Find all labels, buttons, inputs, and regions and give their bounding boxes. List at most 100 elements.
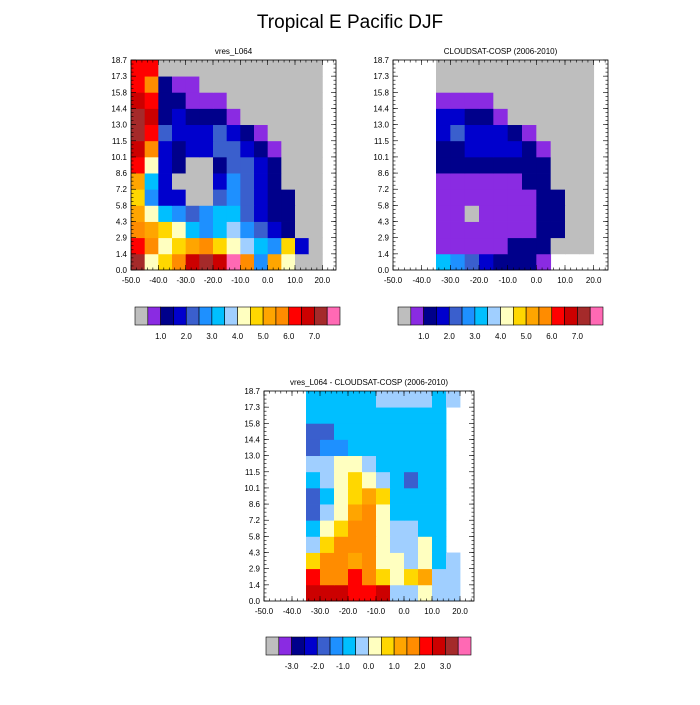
heatmap-cell bbox=[334, 407, 349, 424]
y-tick-label: 18.7 bbox=[373, 56, 389, 65]
heatmap-cell bbox=[464, 124, 480, 142]
heatmap-cell bbox=[362, 471, 377, 489]
heatmap-cell bbox=[226, 189, 241, 206]
heatmap-cell bbox=[158, 221, 173, 239]
x-tick-label: -10.0 bbox=[231, 276, 250, 285]
colorbar-swatch bbox=[314, 306, 328, 326]
heatmap-cell bbox=[493, 124, 509, 142]
heatmap-cell bbox=[240, 253, 255, 271]
heatmap-cell bbox=[306, 504, 321, 521]
heatmap-cell bbox=[418, 504, 433, 521]
x-tick-label: 10.0 bbox=[557, 276, 573, 285]
heatmap-cell bbox=[281, 108, 296, 126]
heatmap-cell bbox=[199, 140, 214, 158]
heatmap-cell bbox=[306, 552, 321, 570]
heatmap-cell bbox=[450, 60, 466, 77]
colorbar-swatch bbox=[381, 636, 395, 656]
heatmap-cell bbox=[254, 156, 269, 174]
colorbar-label: 0.0 bbox=[363, 662, 375, 671]
heatmap-cell bbox=[295, 189, 310, 206]
heatmap-cell bbox=[418, 520, 433, 537]
heatmap-cell bbox=[479, 124, 494, 142]
heatmap-cell bbox=[267, 253, 282, 271]
y-tick-label: 1.4 bbox=[378, 250, 390, 259]
heatmap-cell bbox=[308, 205, 323, 222]
heatmap-cell bbox=[390, 568, 405, 586]
heatmap-cell bbox=[450, 221, 466, 239]
heatmap-cell bbox=[450, 108, 466, 126]
heatmap-cell bbox=[199, 205, 214, 222]
heatmap-cell bbox=[479, 92, 494, 109]
heatmap-cell bbox=[306, 391, 321, 408]
x-tick-label: 20.0 bbox=[452, 607, 468, 616]
heatmap-cell bbox=[404, 439, 419, 457]
x-tick-label: 20.0 bbox=[586, 276, 602, 285]
heatmap-cell bbox=[450, 156, 466, 174]
heatmap-cell bbox=[213, 140, 228, 158]
colorbar-swatch bbox=[393, 636, 408, 656]
heatmap-cell bbox=[306, 536, 321, 553]
heatmap-cell bbox=[158, 108, 173, 126]
panel-title-model: vres_L064 bbox=[215, 47, 253, 56]
heatmap-cell bbox=[579, 189, 595, 206]
colorbar-label: 4.0 bbox=[232, 332, 244, 341]
heatmap-cell bbox=[172, 253, 187, 271]
heatmap-cell bbox=[306, 584, 321, 602]
colorbar-swatch bbox=[538, 306, 553, 326]
heatmap-cell bbox=[362, 423, 377, 440]
heatmap-cell bbox=[172, 221, 187, 239]
heatmap-cell bbox=[295, 60, 310, 77]
heatmap-cell bbox=[390, 584, 405, 602]
colorbar-label: 1.0 bbox=[389, 662, 401, 671]
heatmap-cell bbox=[240, 189, 255, 206]
heatmap-cell bbox=[418, 439, 433, 457]
colorbar-swatch bbox=[500, 306, 514, 326]
heatmap-cell bbox=[550, 124, 566, 142]
heatmap-cell bbox=[536, 140, 552, 158]
heatmap-cell bbox=[131, 140, 146, 158]
heatmap-cell bbox=[254, 221, 269, 239]
y-tick-label: 8.6 bbox=[378, 169, 390, 178]
heatmap-cell bbox=[348, 520, 363, 537]
heatmap-cell bbox=[348, 552, 363, 570]
heatmap-cell bbox=[240, 237, 255, 255]
heatmap-cell bbox=[450, 189, 466, 206]
y-tick-label: 0.0 bbox=[378, 266, 390, 275]
heatmap-cell bbox=[295, 173, 310, 190]
heatmap-cell bbox=[376, 423, 391, 440]
colorbar-swatch bbox=[410, 306, 424, 326]
heatmap-cell bbox=[507, 92, 523, 109]
heatmap-cell bbox=[479, 60, 494, 77]
heatmap-cell bbox=[579, 156, 595, 174]
heatmap-cell bbox=[213, 205, 228, 222]
heatmap-cell bbox=[334, 520, 349, 537]
heatmap-cell bbox=[404, 423, 419, 440]
y-tick-label: 13.0 bbox=[244, 452, 260, 461]
heatmap-cell bbox=[308, 92, 323, 109]
heatmap-cell bbox=[436, 108, 451, 126]
colorbar-swatch bbox=[329, 636, 344, 656]
heatmap-cell bbox=[185, 92, 200, 109]
heatmap-cell bbox=[522, 76, 537, 93]
y-tick-label: 7.2 bbox=[249, 516, 261, 525]
y-tick-label: 10.1 bbox=[373, 153, 389, 162]
y-tick-label: 14.4 bbox=[373, 104, 389, 113]
heatmap-cell bbox=[404, 407, 419, 424]
heatmap-cell bbox=[281, 76, 296, 93]
heatmap-cell bbox=[522, 60, 537, 77]
heatmap-cell bbox=[432, 520, 447, 537]
heatmap-cell bbox=[281, 60, 296, 77]
heatmap-cell bbox=[362, 536, 377, 553]
heatmap-cell bbox=[295, 205, 310, 222]
y-tick-label: 4.3 bbox=[116, 218, 128, 227]
heatmap-cell bbox=[376, 455, 391, 473]
heatmap-cell bbox=[199, 173, 214, 190]
colorbar-swatch bbox=[419, 636, 433, 656]
heatmap-cell bbox=[144, 237, 159, 255]
heatmap-cell bbox=[565, 189, 580, 206]
heatmap-cell bbox=[536, 108, 552, 126]
heatmap-cell bbox=[479, 76, 494, 93]
heatmap-cell bbox=[390, 439, 405, 457]
heatmap-cell bbox=[522, 205, 537, 222]
